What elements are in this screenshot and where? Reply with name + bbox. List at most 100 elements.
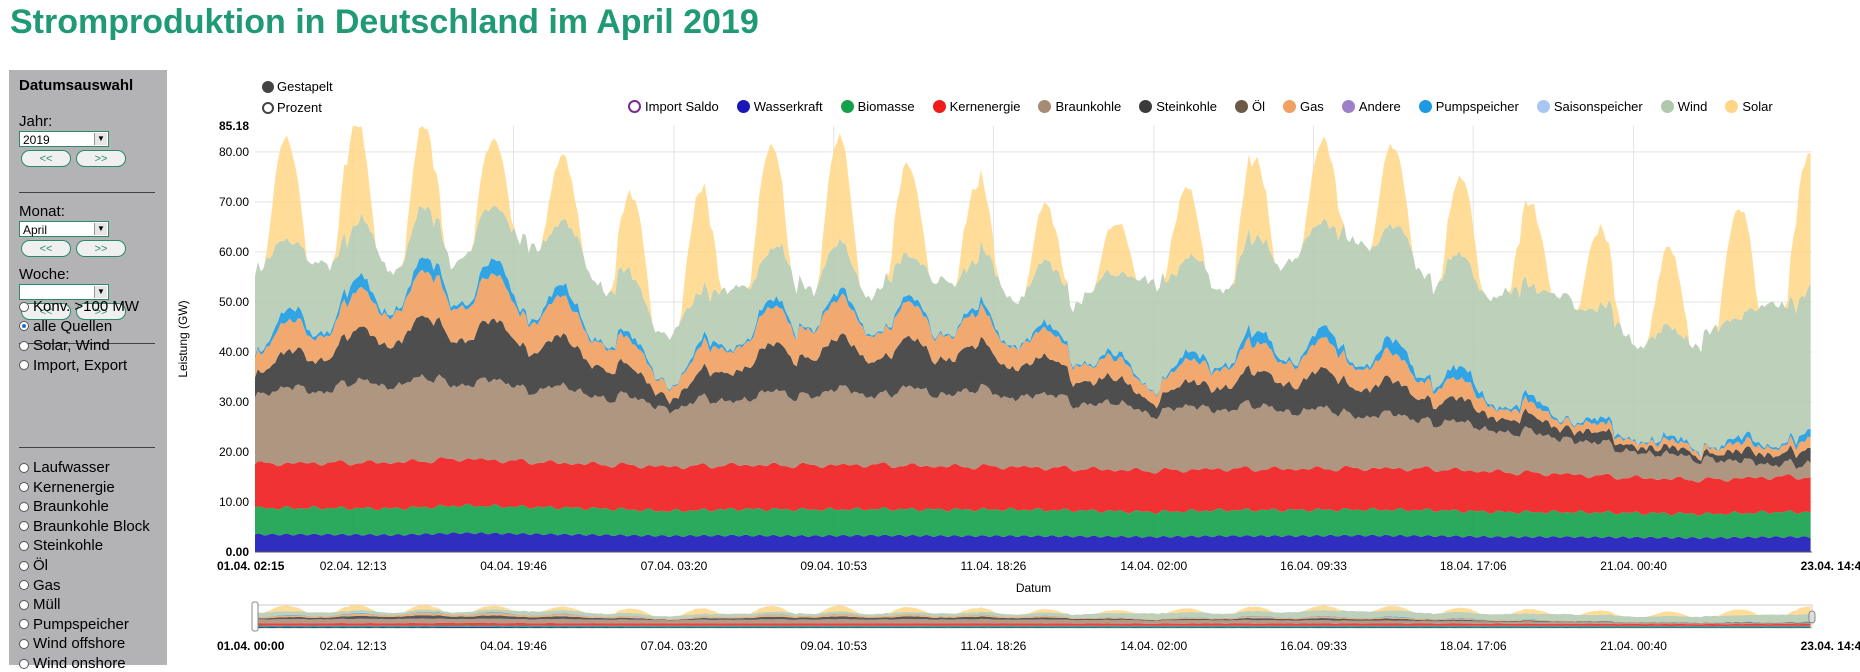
legend-swatch	[1234, 100, 1248, 113]
legend-label: Wind	[1677, 99, 1708, 114]
legend-item[interactable]: Andere	[1341, 99, 1401, 114]
radio-icon	[19, 340, 29, 351]
radio-filled-icon	[262, 80, 274, 93]
navigator-tick-label: 14.04. 02:00	[1120, 639, 1187, 653]
navigator-end-label: 23.04. 14:45	[1801, 639, 1860, 653]
navigator-area	[255, 605, 1811, 618]
month-prev-button[interactable]: <<	[21, 240, 71, 257]
source-option-label: Wind offshore	[33, 635, 126, 653]
radio-empty-icon	[262, 101, 274, 114]
y-max-label: 85.18	[219, 119, 249, 133]
radio-icon	[19, 619, 29, 630]
legend-item[interactable]: Wasserkraft	[736, 99, 823, 114]
group-option-label: Solar, Wind	[33, 337, 110, 354]
source-option-label: Öl	[33, 557, 48, 574]
group-option[interactable]: alle Quellen	[19, 318, 112, 335]
area-wasserkraft	[255, 532, 1811, 552]
mode-stacked[interactable]: Gestapelt	[262, 79, 333, 94]
mode-percent[interactable]: Prozent	[262, 100, 322, 115]
source-option-label: Gas	[33, 576, 61, 594]
y-tick-label: 40.00	[219, 345, 249, 359]
legend-label: Gas	[1299, 99, 1324, 114]
legend-item[interactable]: Saisonspeicher	[1536, 99, 1643, 114]
legend-swatch	[736, 100, 750, 113]
area-solar	[255, 126, 1811, 353]
week-select[interactable]: ▼	[19, 284, 109, 300]
group-option[interactable]: Import, Export	[19, 357, 127, 374]
legend-item[interactable]: Biomasse	[840, 99, 915, 114]
x-tick-label: 02.04. 12:13	[320, 559, 387, 573]
legend-item[interactable]: Pumpspeicher	[1418, 99, 1519, 114]
legend-item[interactable]: Öl	[1234, 99, 1265, 114]
source-option[interactable]: Braunkohle Block	[19, 518, 150, 535]
week-prev-button[interactable]: <<	[21, 303, 71, 320]
source-option[interactable]: Müll	[19, 596, 61, 613]
legend-item[interactable]: Wind	[1660, 99, 1708, 114]
source-option[interactable]: Pumpspeicher	[19, 616, 129, 633]
source-option-label: Braunkohle	[33, 498, 109, 516]
month-label: Monat:	[19, 203, 65, 220]
group-option-label: Import, Export	[33, 356, 128, 374]
week-next-button[interactable]: >>	[76, 303, 126, 320]
y-tick-label: 60.00	[219, 245, 249, 259]
navigator-tick-label: 09.04. 10:53	[800, 639, 867, 653]
navigator-handle-right	[1808, 610, 1816, 624]
legend-item[interactable]: Steinkohle	[1139, 99, 1217, 114]
radio-icon	[19, 301, 29, 312]
legend-label: Saisonspeicher	[1553, 99, 1643, 114]
x-tick-label: 14.04. 02:00	[1120, 559, 1187, 573]
source-option[interactable]: Öl	[19, 557, 48, 574]
navigator-area	[255, 615, 1811, 624]
x-tick-label: 18.04. 17:06	[1440, 559, 1507, 573]
legend-item[interactable]: Import Saldo	[628, 99, 719, 114]
legend-item[interactable]: Solar	[1725, 99, 1773, 114]
month-next-button[interactable]: >>	[76, 240, 126, 257]
mode-stacked-label: Gestapelt	[277, 79, 333, 94]
y-tick-label: 50.00	[219, 295, 249, 309]
legend-label: Andere	[1358, 99, 1401, 114]
x-tick-label: 16.04. 09:33	[1280, 559, 1347, 573]
navigator-tick-label: 02.04. 12:13	[320, 639, 387, 653]
month-select[interactable]: April ▼	[19, 221, 109, 237]
legend-label: Import Saldo	[645, 99, 719, 114]
legend-label: Wasserkraft	[753, 99, 823, 114]
source-option-label: Kernenergie	[33, 478, 115, 496]
legend-item[interactable]: Kernenergie	[932, 99, 1021, 114]
group-option[interactable]: Konv. >100 MW	[19, 298, 139, 315]
radio-icon	[19, 540, 29, 551]
week-label: Woche:	[19, 266, 70, 283]
year-label: Jahr:	[19, 113, 53, 130]
page-title: Stromproduktion in Deutschland im April …	[10, 3, 759, 41]
year-select[interactable]: 2019 ▼	[19, 131, 109, 147]
area-kernenergie	[255, 457, 1811, 516]
source-option[interactable]: Laufwasser	[19, 459, 110, 476]
legend-item[interactable]: Gas	[1282, 99, 1324, 114]
x-end-label: 23.04. 14:45	[1801, 559, 1860, 573]
source-option[interactable]: Wind offshore	[19, 635, 125, 652]
legend-label: Biomasse	[857, 99, 915, 114]
group-option-label: alle Quellen	[33, 317, 113, 335]
navigator-area	[255, 618, 1811, 625]
chevron-down-icon: ▼	[94, 133, 107, 145]
group-option[interactable]: Solar, Wind	[19, 337, 110, 354]
chevron-down-icon: ▼	[94, 223, 107, 235]
source-option[interactable]: Steinkohle	[19, 537, 103, 554]
date-selection-panel: Datumsauswahl Jahr: 2019 ▼ << >> Monat: A…	[9, 70, 167, 672]
radio-icon	[19, 521, 29, 532]
navigator-area	[255, 609, 1811, 623]
source-option[interactable]: Kernenergie	[19, 479, 115, 496]
year-prev-button[interactable]: <<	[21, 150, 71, 167]
source-option[interactable]: Braunkohle	[19, 498, 109, 515]
source-option-label: Braunkohle Block	[33, 517, 150, 535]
source-option[interactable]: Gas	[19, 577, 61, 594]
y-tick-label: 0.00	[226, 545, 250, 559]
legend-swatch	[1725, 100, 1739, 113]
navigator-tick-label: 18.04. 17:06	[1440, 639, 1507, 653]
legend-label: Kernenergie	[949, 99, 1021, 114]
year-next-button[interactable]: >>	[76, 150, 126, 167]
radio-icon	[19, 580, 29, 591]
legend-swatch	[1418, 100, 1432, 113]
y-tick-label: 80.00	[219, 145, 249, 159]
legend-label: Öl	[1251, 99, 1265, 114]
legend-item[interactable]: Braunkohle	[1038, 99, 1121, 114]
